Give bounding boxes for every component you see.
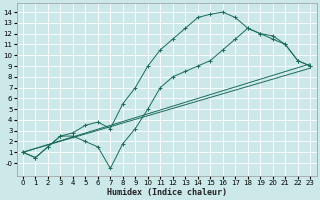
X-axis label: Humidex (Indice chaleur): Humidex (Indice chaleur) (107, 188, 227, 197)
